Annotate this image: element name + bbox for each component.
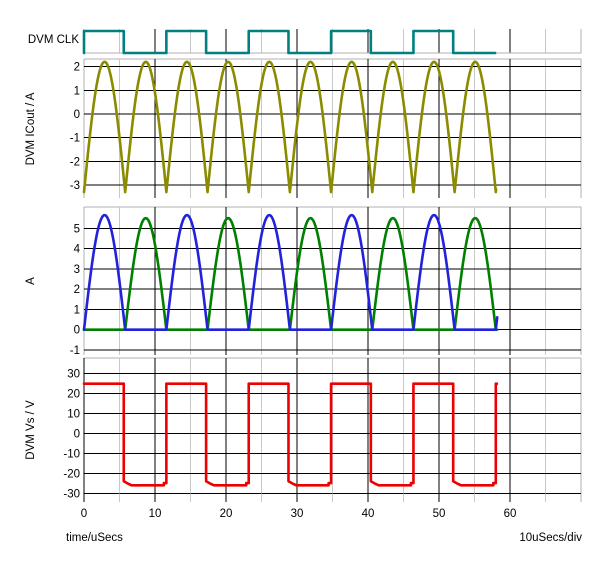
- y-tick-label: 0: [74, 325, 80, 337]
- y-tick-label: 1: [74, 85, 80, 97]
- vs-axis-label[interactable]: DVM Vs / V: [25, 400, 37, 460]
- y-tick-label: 30: [67, 369, 80, 381]
- y-tick-label: 3: [74, 264, 80, 276]
- y-tick-label: 4: [74, 244, 81, 256]
- a-axis-label[interactable]: A: [25, 277, 37, 285]
- y-tick-label: -30: [63, 489, 80, 501]
- icout-axis-label[interactable]: DVM ICout / A: [25, 92, 37, 166]
- x-tick-label: 20: [220, 508, 233, 520]
- clk-trace-label[interactable]: DVM CLK: [27, 34, 79, 46]
- y-tick-label: 2: [74, 284, 80, 296]
- icout-waveform[interactable]: [82, 60, 498, 194]
- clk-waveform[interactable]: [82, 29, 497, 55]
- x-tick-label: 50: [433, 508, 446, 520]
- y-tick-label: -3: [70, 180, 80, 192]
- y-tick-label: -1: [70, 345, 80, 357]
- per-division-label: 10uSecs/div: [519, 532, 582, 544]
- y-tick-label: 10: [67, 409, 80, 421]
- pane-vs[interactable]: [84, 358, 581, 502]
- time-axis-label: time/uSecs: [66, 532, 123, 544]
- y-tick-label: -10: [63, 449, 80, 461]
- y-tick-label: -1: [70, 133, 80, 145]
- pane-a[interactable]: [84, 207, 581, 355]
- y-tick-label: 2: [74, 62, 80, 74]
- vs-waveform[interactable]: [82, 382, 499, 487]
- y-tick-label: 0: [74, 109, 80, 121]
- current-2-waveform[interactable]: [82, 216, 499, 331]
- y-tick-label: 20: [67, 389, 80, 401]
- current-1-waveform[interactable]: [82, 213, 499, 331]
- x-tick-label: 10: [149, 508, 162, 520]
- y-tick-label: 0: [74, 429, 80, 441]
- y-tick-label: -20: [63, 469, 80, 481]
- y-tick-label: 1: [74, 304, 80, 316]
- y-tick-label: 5: [74, 223, 80, 235]
- x-tick-label: 60: [504, 508, 517, 520]
- x-tick-label: 0: [81, 508, 87, 520]
- x-tick-label: 40: [362, 508, 375, 520]
- x-tick-label: 30: [291, 508, 304, 520]
- y-tick-label: -2: [70, 156, 80, 168]
